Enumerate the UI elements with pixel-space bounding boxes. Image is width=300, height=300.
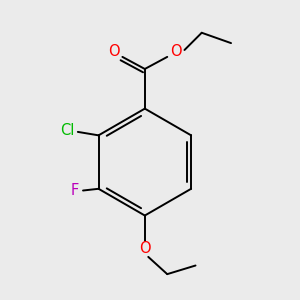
Text: Cl: Cl: [60, 123, 75, 138]
Text: O: O: [108, 44, 120, 59]
Text: F: F: [70, 183, 79, 198]
Text: O: O: [139, 241, 151, 256]
Text: O: O: [170, 44, 182, 59]
